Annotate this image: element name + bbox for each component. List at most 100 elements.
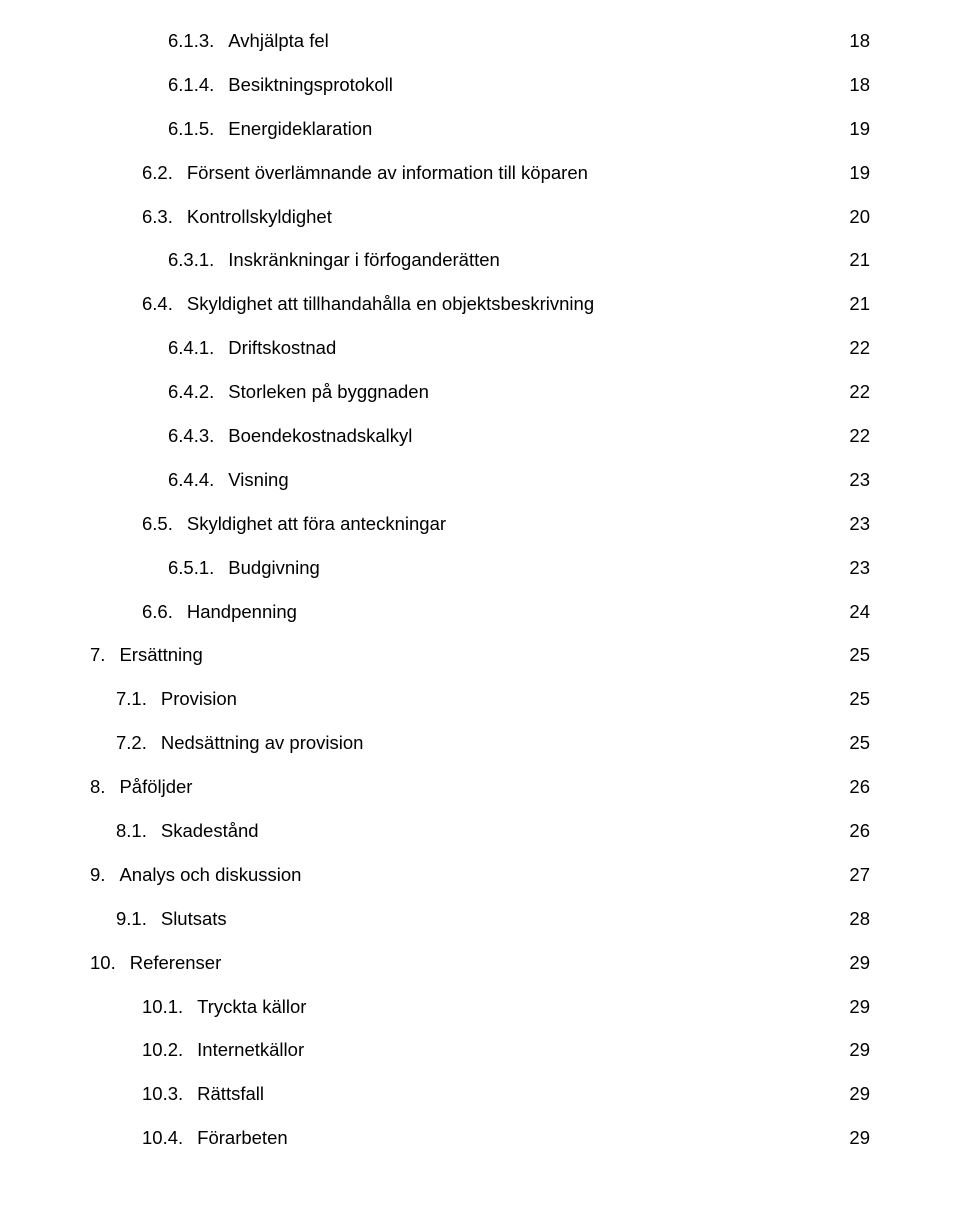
toc-page-number: 22 [843,379,870,405]
toc-row: 6.5.1.Budgivning 23 [90,555,870,581]
toc-page-number: 20 [843,204,870,230]
toc-number: 10.1. [142,994,197,1020]
toc-label: Ersättning [119,642,202,668]
toc-row: 7.Ersättning 25 [90,642,870,668]
toc-page-number: 19 [843,160,870,186]
toc-page-number: 22 [843,335,870,361]
toc-row: 6.1.4.Besiktningsprotokoll18 [90,72,870,98]
toc-row: 8.1.Skadestånd 26 [90,818,870,844]
toc-row: 6.6.Handpenning24 [90,599,870,625]
toc-label: Boendekostnadskalkyl [228,423,412,449]
toc-row: 6.4.3.Boendekostnadskalkyl 22 [90,423,870,449]
toc-page-number: 29 [843,994,870,1020]
toc-row: 6.5.Skyldighet att föra anteckningar23 [90,511,870,537]
toc-page-number: 23 [843,467,870,493]
toc-label: Skyldighet att föra anteckningar [187,511,446,537]
toc-page-number: 18 [843,72,870,98]
toc-number: 8. [90,774,119,800]
toc-page-number: 25 [843,642,870,668]
toc-page-number: 29 [843,1125,870,1151]
toc-row: 6.4.1.Driftskostnad 22 [90,335,870,361]
toc-number: 9.1. [116,906,161,932]
toc-page-number: 19 [843,116,870,142]
toc-number: 6.3. [142,204,187,230]
toc-label: Handpenning [187,599,297,625]
toc-label: Driftskostnad [228,335,336,361]
toc-label: Avhjälpta fel [228,28,328,54]
toc-row: 6.4.2.Storleken på byggnaden 22 [90,379,870,405]
toc-page-number: 29 [843,1081,870,1107]
toc-label: Nedsättning av provision [161,730,364,756]
toc-number: 6.4.4. [168,467,228,493]
toc-row: 10.3.Rättsfall 29 [90,1081,870,1107]
toc-row: 10.4.Förarbeten 29 [90,1125,870,1151]
toc-number: 6.2. [142,160,187,186]
toc-number: 10.2. [142,1037,197,1063]
toc-page-number: 29 [843,950,870,976]
toc-row: 10.2.Internetkällor 29 [90,1037,870,1063]
toc-page-number: 25 [843,686,870,712]
toc-label: Provision [161,686,237,712]
toc-page-number: 23 [843,555,870,581]
toc-page-number: 22 [843,423,870,449]
toc-number: 6.4. [142,291,187,317]
toc-label: Internetkällor [197,1037,304,1063]
toc-page-number: 21 [843,291,870,317]
toc-page-number: 25 [843,730,870,756]
toc-page-number: 18 [843,28,870,54]
toc-label: Besiktningsprotokoll [228,72,393,98]
toc-number: 9. [90,862,119,888]
toc-row: 6.4.Skyldighet att tillhandahålla en obj… [90,291,870,317]
toc-row: 6.1.5.Energideklaration19 [90,116,870,142]
toc-page-number: 27 [843,862,870,888]
toc-number: 6.5. [142,511,187,537]
toc-number: 6.4.2. [168,379,228,405]
toc-page: 6.1.3.Avhjälpta fel186.1.4.Besiktningspr… [0,0,960,1209]
toc-label: Storleken på byggnaden [228,379,429,405]
toc-row: 8.Påföljder 26 [90,774,870,800]
toc-number: 10. [90,950,130,976]
toc-label: Visning [228,467,288,493]
toc-number: 6.3.1. [168,247,228,273]
toc-page-number: 26 [843,818,870,844]
toc-number: 7.2. [116,730,161,756]
toc-number: 6.4.3. [168,423,228,449]
toc-number: 10.3. [142,1081,197,1107]
toc-page-number: 28 [843,906,870,932]
toc-label: Energideklaration [228,116,372,142]
toc-number: 8.1. [116,818,161,844]
toc-label: Rättsfall [197,1081,264,1107]
toc-row: 7.2.Nedsättning av provision 25 [90,730,870,756]
toc-page-number: 29 [843,1037,870,1063]
toc-label: Tryckta källor [197,994,306,1020]
toc-label: Referenser [130,950,222,976]
toc-row: 6.2.Försent överlämnande av information … [90,160,870,186]
toc-number: 6.5.1. [168,555,228,581]
toc-label: Inskränkningar i förfoganderätten [228,247,500,273]
toc-row: 9.1.Slutsats 28 [90,906,870,932]
toc-label: Kontrollskyldighet [187,204,332,230]
toc-number: 10.4. [142,1125,197,1151]
toc-number: 6.4.1. [168,335,228,361]
toc-number: 7.1. [116,686,161,712]
toc-number: 6.1.3. [168,28,228,54]
toc-row: 9.Analys och diskussion27 [90,862,870,888]
toc-label: Skyldighet att tillhandahålla en objekts… [187,291,594,317]
toc-number: 6.6. [142,599,187,625]
toc-label: Budgivning [228,555,320,581]
toc-row: 6.3.1.Inskränkningar i förfoganderätten 2… [90,247,870,273]
toc-label: Skadestånd [161,818,259,844]
toc-label: Försent överlämnande av information till… [187,160,588,186]
toc-row: 7.1.Provision 25 [90,686,870,712]
toc-label: Slutsats [161,906,227,932]
toc-label: Förarbeten [197,1125,288,1151]
toc-row: 6.3.Kontrollskyldighet 20 [90,204,870,230]
toc-page-number: 26 [843,774,870,800]
toc-page-number: 21 [843,247,870,273]
toc-number: 7. [90,642,119,668]
toc-row: 6.4.4.Visning 23 [90,467,870,493]
toc-row: 6.1.3.Avhjälpta fel 18 [90,28,870,54]
toc-label: Påföljder [119,774,192,800]
toc-row: 10.1.Tryckta källor 29 [90,994,870,1020]
toc-row: 10.Referenser 29 [90,950,870,976]
